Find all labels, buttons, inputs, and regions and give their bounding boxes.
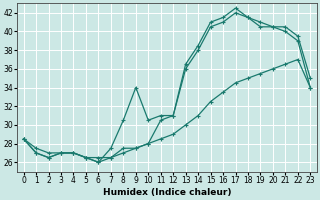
X-axis label: Humidex (Indice chaleur): Humidex (Indice chaleur) xyxy=(103,188,231,197)
